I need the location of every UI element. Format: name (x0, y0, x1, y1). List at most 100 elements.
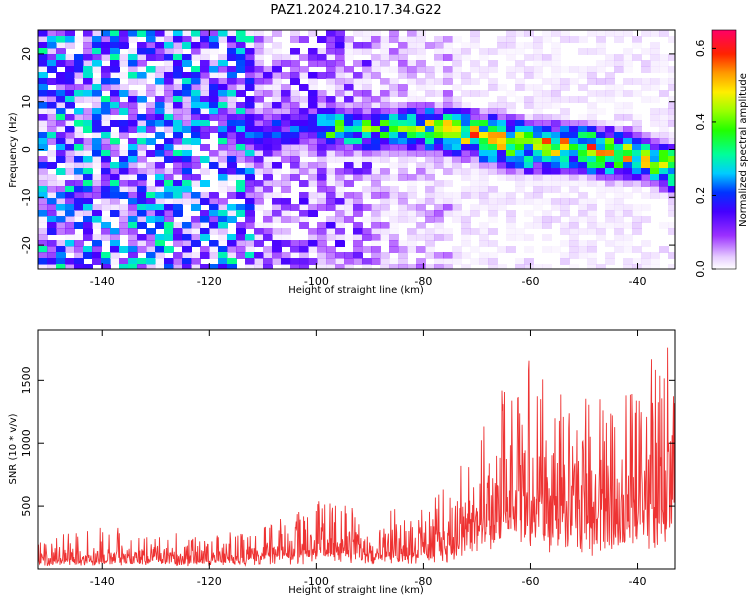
spectrogram-cell (506, 168, 516, 175)
spectrogram-cell (335, 204, 345, 211)
spectrogram-cell (146, 198, 156, 205)
spectrogram-cell (353, 240, 363, 247)
spectrogram-cell (398, 126, 408, 133)
spectrogram-cell (317, 204, 327, 211)
spectrogram-cell (515, 84, 525, 91)
spectrogram-cell (92, 54, 102, 61)
spectrogram-cell (488, 204, 498, 211)
spectrogram-cell (281, 234, 291, 241)
spectrogram-cell (407, 240, 417, 247)
spectrogram-cell (659, 120, 669, 127)
spectrogram-cell (299, 204, 309, 211)
spectrogram-cell (596, 120, 606, 127)
spectrogram-cell (569, 180, 579, 187)
spectrogram-cell (632, 42, 642, 49)
spectrogram-cell (461, 216, 471, 223)
spectrogram-cell (560, 66, 570, 73)
spectrogram-cell (443, 132, 453, 139)
spectrogram-cell (569, 138, 579, 145)
spectrogram-cell (443, 90, 453, 97)
spectrogram-cell (362, 144, 372, 151)
x-tick-label: -80 (414, 575, 432, 588)
spectrogram-cell (434, 264, 444, 269)
spectrogram-cell (560, 138, 570, 145)
spectrogram-cell (479, 258, 489, 265)
spectrogram-cell (227, 132, 237, 139)
spectrogram-cell (128, 60, 138, 67)
spectrogram-cell (380, 186, 390, 193)
spectrogram-cell (164, 174, 174, 181)
spectrogram-cell (92, 78, 102, 85)
spectrogram-cell (254, 30, 264, 37)
spectrogram-cell (335, 108, 345, 115)
spectrogram-cell (227, 108, 237, 115)
spectrogram-cell (65, 186, 75, 193)
spectrogram-cell (533, 144, 543, 151)
spectrogram-cell (137, 30, 147, 37)
spectrogram-cell (479, 222, 489, 229)
spectrogram-cell (641, 258, 651, 265)
spectrogram-cell (524, 174, 534, 181)
spectrogram-cell (389, 210, 399, 217)
spectrogram-cell (110, 258, 120, 265)
spectrogram-cell (452, 132, 462, 139)
spectrogram-cell (389, 186, 399, 193)
spectrogram-cell (290, 126, 300, 133)
spectrogram-cell (614, 198, 624, 205)
spectrogram-cell (74, 162, 84, 169)
spectrogram-cell (389, 240, 399, 247)
spectrogram-cell (254, 186, 264, 193)
spectrogram-cell (74, 36, 84, 43)
spectrogram-cell (317, 90, 327, 97)
spectrogram-cell (587, 120, 597, 127)
spectrogram-cell (605, 84, 615, 91)
spectrogram-cell (137, 78, 147, 85)
spectrogram-cell (398, 240, 408, 247)
spectrogram-cell (272, 162, 282, 169)
spectrogram-cell (344, 258, 354, 265)
spectrogram-cell (299, 102, 309, 109)
spectrogram-cell (434, 162, 444, 169)
spectrogram-cell (497, 36, 507, 43)
x-tick-label: -60 (521, 575, 539, 588)
spectrogram-cell (65, 138, 75, 145)
spectrogram-cell (47, 258, 57, 265)
spectrogram-cell (227, 84, 237, 91)
spectrogram-cell (551, 120, 561, 127)
spectrogram-cell (632, 54, 642, 61)
spectrogram-cell (200, 96, 210, 103)
spectrogram-cell (335, 174, 345, 181)
spectrogram-cell (146, 192, 156, 199)
spectrogram-cell (641, 48, 651, 55)
spectrogram-cell (272, 204, 282, 211)
spectrogram-cell (92, 90, 102, 97)
spectrogram-cell (533, 60, 543, 67)
spectrogram-cell (65, 54, 75, 61)
spectrogram-cell (263, 84, 273, 91)
spectrogram-cell (173, 102, 183, 109)
spectrogram-cell (641, 96, 651, 103)
spectrogram-cell (272, 210, 282, 217)
spectrogram-cell (506, 174, 516, 181)
spectrogram-cell (425, 108, 435, 115)
spectrogram-cell (65, 168, 75, 175)
spectrogram-cell (434, 258, 444, 265)
spectrogram-cell (173, 126, 183, 133)
spectrogram-cell (128, 78, 138, 85)
spectrogram-cell (425, 78, 435, 85)
spectrogram-cell (119, 174, 129, 181)
spectrogram-cell (191, 240, 201, 247)
spectrogram-cell (533, 216, 543, 223)
spectrogram-cell (659, 66, 669, 73)
spectrogram-cell (119, 216, 129, 223)
spectrogram-cell (641, 264, 651, 269)
spectrogram-cell (614, 54, 624, 61)
spectrogram-cell (335, 30, 345, 37)
spectrogram-cell (272, 240, 282, 247)
spectrogram-cell (506, 138, 516, 145)
spectrogram-cell (38, 222, 48, 229)
spectrogram-cell (398, 216, 408, 223)
spectrogram-cell (443, 168, 453, 175)
spectrogram-cell (299, 240, 309, 247)
spectrogram-cell (380, 138, 390, 145)
